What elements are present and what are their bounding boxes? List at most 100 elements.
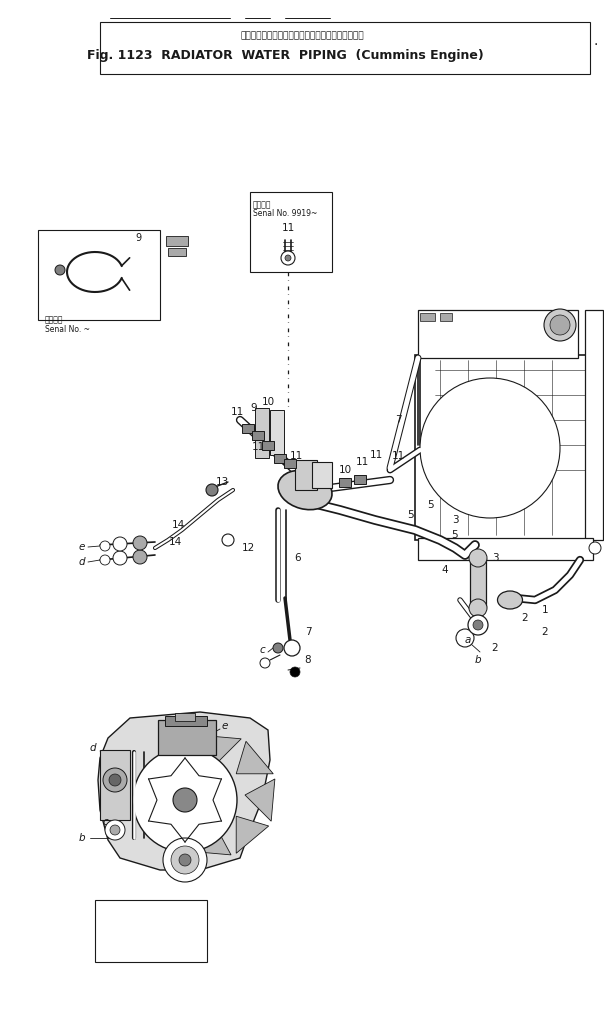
FancyBboxPatch shape <box>354 475 366 484</box>
Polygon shape <box>245 779 275 821</box>
Text: 10: 10 <box>262 397 275 407</box>
Circle shape <box>100 555 110 565</box>
Polygon shape <box>236 741 273 773</box>
Text: 11: 11 <box>355 457 368 467</box>
Circle shape <box>468 615 488 635</box>
Bar <box>158 720 216 755</box>
Text: 5: 5 <box>452 530 458 540</box>
Circle shape <box>109 774 121 786</box>
Text: ラジエータウォータパイピング（カミンズエンジン: ラジエータウォータパイピング（カミンズエンジン <box>240 31 364 41</box>
Text: 適用彷號
Senal No. ~: 適用彷號 Senal No. ~ <box>45 315 90 334</box>
Text: b: b <box>79 833 85 843</box>
Circle shape <box>110 825 120 835</box>
Circle shape <box>473 620 483 630</box>
Circle shape <box>284 640 300 656</box>
Text: Senal No. 9919~: Senal No. 9919~ <box>253 209 317 218</box>
Text: 2: 2 <box>542 627 548 637</box>
Text: 10: 10 <box>338 465 352 475</box>
Polygon shape <box>155 768 185 811</box>
Bar <box>470 558 486 608</box>
Text: 11: 11 <box>251 442 265 452</box>
Bar <box>95 900 207 962</box>
Text: 14: 14 <box>169 537 182 547</box>
Text: 11: 11 <box>230 407 243 417</box>
Text: 11: 11 <box>289 451 303 461</box>
Text: c: c <box>259 645 265 655</box>
Circle shape <box>100 541 110 551</box>
Bar <box>250 192 332 272</box>
Bar <box>295 460 317 490</box>
Bar <box>168 248 186 256</box>
Text: 12: 12 <box>242 543 255 553</box>
Circle shape <box>103 768 127 792</box>
Circle shape <box>133 536 147 550</box>
Circle shape <box>469 549 487 567</box>
Circle shape <box>285 255 291 261</box>
Text: 1: 1 <box>542 605 548 615</box>
Text: 2: 2 <box>522 613 528 623</box>
Circle shape <box>179 854 191 866</box>
Polygon shape <box>199 735 241 765</box>
Polygon shape <box>98 712 270 870</box>
Bar <box>165 716 207 726</box>
Circle shape <box>456 629 474 647</box>
Text: ·: · <box>594 38 598 52</box>
Bar <box>38 230 160 320</box>
Text: 7: 7 <box>304 627 311 637</box>
Circle shape <box>113 551 127 565</box>
Circle shape <box>290 667 300 677</box>
Circle shape <box>133 550 147 564</box>
Circle shape <box>173 788 197 812</box>
FancyBboxPatch shape <box>274 454 286 463</box>
Text: 14: 14 <box>172 520 185 530</box>
Bar <box>175 713 195 721</box>
Circle shape <box>55 265 65 275</box>
Bar <box>100 750 130 820</box>
Polygon shape <box>236 816 269 854</box>
Circle shape <box>589 542 601 554</box>
FancyBboxPatch shape <box>339 478 351 487</box>
FancyBboxPatch shape <box>262 441 274 450</box>
Bar <box>440 313 452 321</box>
Circle shape <box>281 251 295 265</box>
Circle shape <box>206 484 218 496</box>
Bar <box>420 313 435 321</box>
Circle shape <box>420 378 560 518</box>
Bar <box>255 408 269 458</box>
Text: 3: 3 <box>492 553 498 563</box>
Polygon shape <box>157 816 194 849</box>
Text: 9: 9 <box>135 233 141 243</box>
Text: d: d <box>89 743 96 753</box>
Text: 4: 4 <box>442 565 448 576</box>
Text: e: e <box>222 721 228 731</box>
Bar <box>418 538 593 560</box>
Bar <box>415 355 590 540</box>
Bar <box>585 310 603 540</box>
Bar <box>418 310 578 358</box>
Text: 6: 6 <box>295 553 301 563</box>
Text: 7: 7 <box>394 415 401 425</box>
Circle shape <box>105 820 125 840</box>
Text: 3: 3 <box>452 515 458 525</box>
Bar <box>166 236 188 246</box>
Text: d: d <box>79 557 85 567</box>
Text: 9: 9 <box>278 455 285 465</box>
Text: 2: 2 <box>492 642 498 653</box>
Circle shape <box>222 534 234 546</box>
Circle shape <box>469 599 487 617</box>
Circle shape <box>550 315 570 335</box>
Text: b: b <box>475 655 481 665</box>
Circle shape <box>133 748 237 852</box>
Ellipse shape <box>498 591 522 609</box>
Polygon shape <box>189 825 231 855</box>
Bar <box>270 410 284 455</box>
Ellipse shape <box>278 470 332 510</box>
Circle shape <box>544 309 576 341</box>
Text: 13: 13 <box>216 477 229 487</box>
Bar <box>100 22 590 74</box>
FancyBboxPatch shape <box>242 424 254 433</box>
Circle shape <box>171 845 199 874</box>
Polygon shape <box>161 737 194 773</box>
Circle shape <box>113 537 127 551</box>
Text: 11: 11 <box>391 451 405 461</box>
